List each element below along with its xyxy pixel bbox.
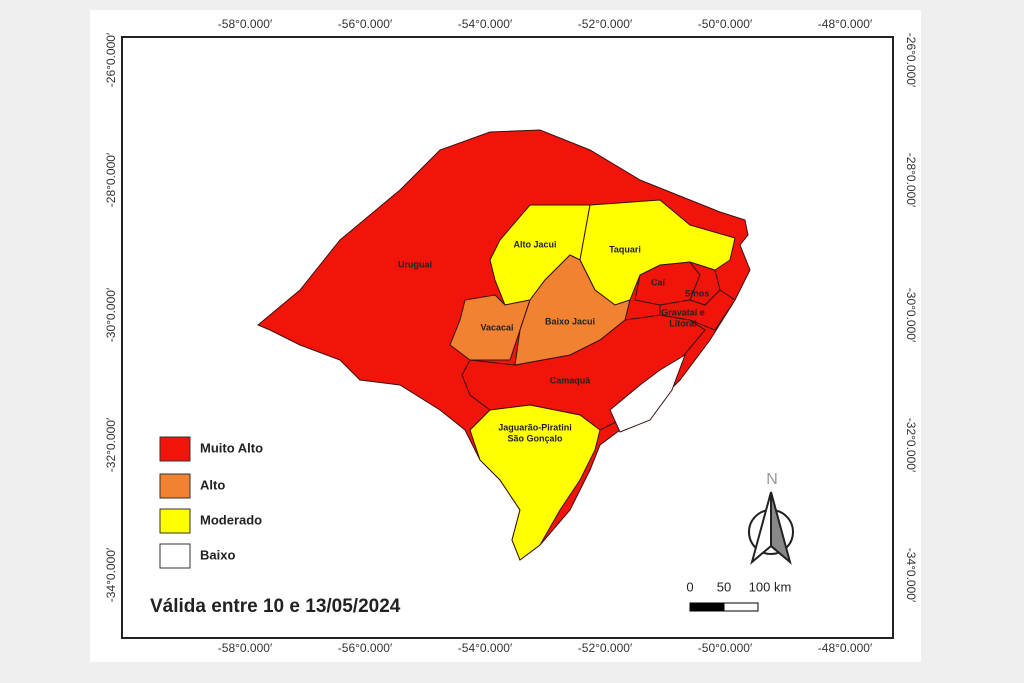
region-label: São Gonçalo bbox=[507, 433, 563, 443]
legend-label: Alto bbox=[200, 477, 225, 492]
lon-label: -48°0.000′ bbox=[818, 641, 873, 655]
region-label: Gravataí e bbox=[661, 307, 705, 317]
lon-label: -54°0.000′ bbox=[458, 17, 513, 31]
lat-label: -34°0.000′ bbox=[904, 548, 918, 603]
lat-label: -28°0.000′ bbox=[104, 152, 118, 207]
lat-label: -34°0.000′ bbox=[104, 547, 118, 602]
lon-label: -54°0.000′ bbox=[458, 641, 513, 655]
region-label: Sinos bbox=[685, 288, 710, 298]
lat-label: -28°0.000′ bbox=[904, 153, 918, 208]
lat-label: -26°0.000′ bbox=[904, 33, 918, 88]
region-label: Vacacai bbox=[480, 322, 513, 332]
legend-swatch bbox=[159, 436, 191, 462]
lon-label: -56°0.000′ bbox=[338, 641, 393, 655]
region-jaguarao bbox=[469, 404, 601, 561]
lon-label: -52°0.000′ bbox=[578, 641, 633, 655]
legend-label: Baixo bbox=[200, 547, 235, 562]
region-label: Uruguai bbox=[398, 259, 432, 269]
labels: Uruguai Alto Jacui Taquari Caí Sinos Gravataí… bbox=[398, 239, 709, 443]
lon-label: -56°0.000′ bbox=[338, 17, 393, 31]
scale-label: 50 bbox=[717, 579, 731, 594]
north-label: N bbox=[766, 471, 778, 488]
scale-bar bbox=[689, 602, 759, 612]
lat-label: -30°0.000′ bbox=[904, 288, 918, 343]
legend-swatch bbox=[159, 508, 191, 534]
lagoon bbox=[609, 353, 686, 433]
lon-label: -58°0.000′ bbox=[218, 641, 273, 655]
lon-label: -58°0.000′ bbox=[218, 17, 273, 31]
map-frame bbox=[121, 36, 894, 639]
legend-swatch bbox=[159, 543, 191, 569]
validity-title: Válida entre 10 e 13/05/2024 bbox=[150, 596, 401, 617]
state-map bbox=[257, 129, 751, 561]
region-label: Caí bbox=[651, 277, 666, 287]
lon-label: -50°0.000′ bbox=[698, 17, 753, 31]
legend-swatch bbox=[159, 473, 191, 499]
region-baixo-jacui bbox=[514, 254, 631, 366]
region-gravatai bbox=[659, 289, 736, 331]
north-arrow: N bbox=[748, 471, 794, 565]
region-label: Taquari bbox=[609, 244, 641, 254]
region-label: Jaguarão-Piratini bbox=[498, 422, 572, 432]
lat-label: -26°0.000′ bbox=[104, 32, 118, 87]
legend-label: Moderado bbox=[200, 512, 262, 527]
lat-label: -32°0.000′ bbox=[904, 418, 918, 473]
region-label: Alto Jacui bbox=[513, 239, 556, 249]
region-vacacai bbox=[449, 294, 531, 361]
lon-label: -48°0.000′ bbox=[818, 17, 873, 31]
scale-label: 100 km bbox=[749, 579, 792, 594]
lat-label: -32°0.000′ bbox=[104, 417, 118, 472]
region-label: Baixo Jacui bbox=[545, 316, 595, 326]
legend-label: Muito Alto bbox=[200, 440, 263, 455]
region-label: Litoral bbox=[669, 318, 697, 328]
scale-label: 0 bbox=[686, 579, 693, 594]
lon-label: -50°0.000′ bbox=[698, 641, 753, 655]
lon-label: -52°0.000′ bbox=[578, 17, 633, 31]
region-label: Camaquã bbox=[550, 375, 592, 385]
lat-label: -30°0.000′ bbox=[104, 287, 118, 342]
